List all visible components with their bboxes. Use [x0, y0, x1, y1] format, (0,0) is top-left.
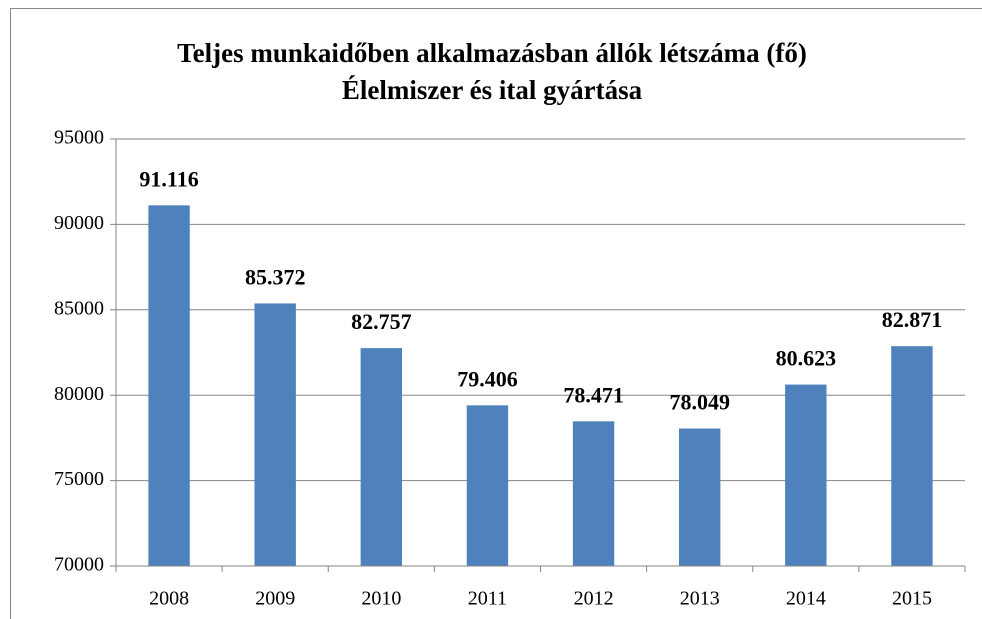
y-tick-label: 70000 [54, 554, 104, 576]
data-label: 91.116 [139, 166, 198, 191]
x-tick-label: 2014 [786, 588, 826, 610]
bar [785, 384, 827, 566]
data-label: 82.757 [351, 309, 412, 334]
y-tick-label: 75000 [54, 468, 104, 490]
y-tick-label: 90000 [54, 212, 104, 234]
y-tick-label: 95000 [54, 127, 104, 149]
data-label: 85.372 [245, 264, 306, 289]
bar [360, 348, 403, 566]
y-tick-label: 80000 [54, 383, 104, 405]
x-tick-label: 2010 [361, 588, 401, 610]
data-label: 80.623 [776, 346, 837, 371]
bar [891, 346, 933, 566]
bar [572, 421, 615, 566]
data-label: 78.471 [563, 382, 624, 407]
data-label: 79.406 [457, 366, 518, 391]
bar [254, 303, 296, 566]
bar [148, 205, 190, 566]
data-label: 78.049 [669, 390, 730, 415]
x-tick-label: 2015 [892, 588, 932, 610]
bar [466, 405, 509, 566]
chart-title: Teljes munkaidőben alkalmazásban állók l… [177, 38, 807, 68]
bar [678, 428, 721, 566]
x-tick-label: 2008 [149, 588, 189, 610]
y-tick-label: 85000 [54, 297, 104, 319]
data-label: 82.871 [882, 307, 943, 332]
x-tick-label: 2013 [680, 588, 720, 610]
x-tick-label: 2011 [468, 588, 507, 610]
chart-subtitle: Élelmiszer és ital gyártása [342, 75, 643, 105]
x-tick-label: 2012 [574, 588, 614, 610]
chart-frame [10, 8, 982, 619]
x-tick-label: 2009 [255, 588, 295, 610]
